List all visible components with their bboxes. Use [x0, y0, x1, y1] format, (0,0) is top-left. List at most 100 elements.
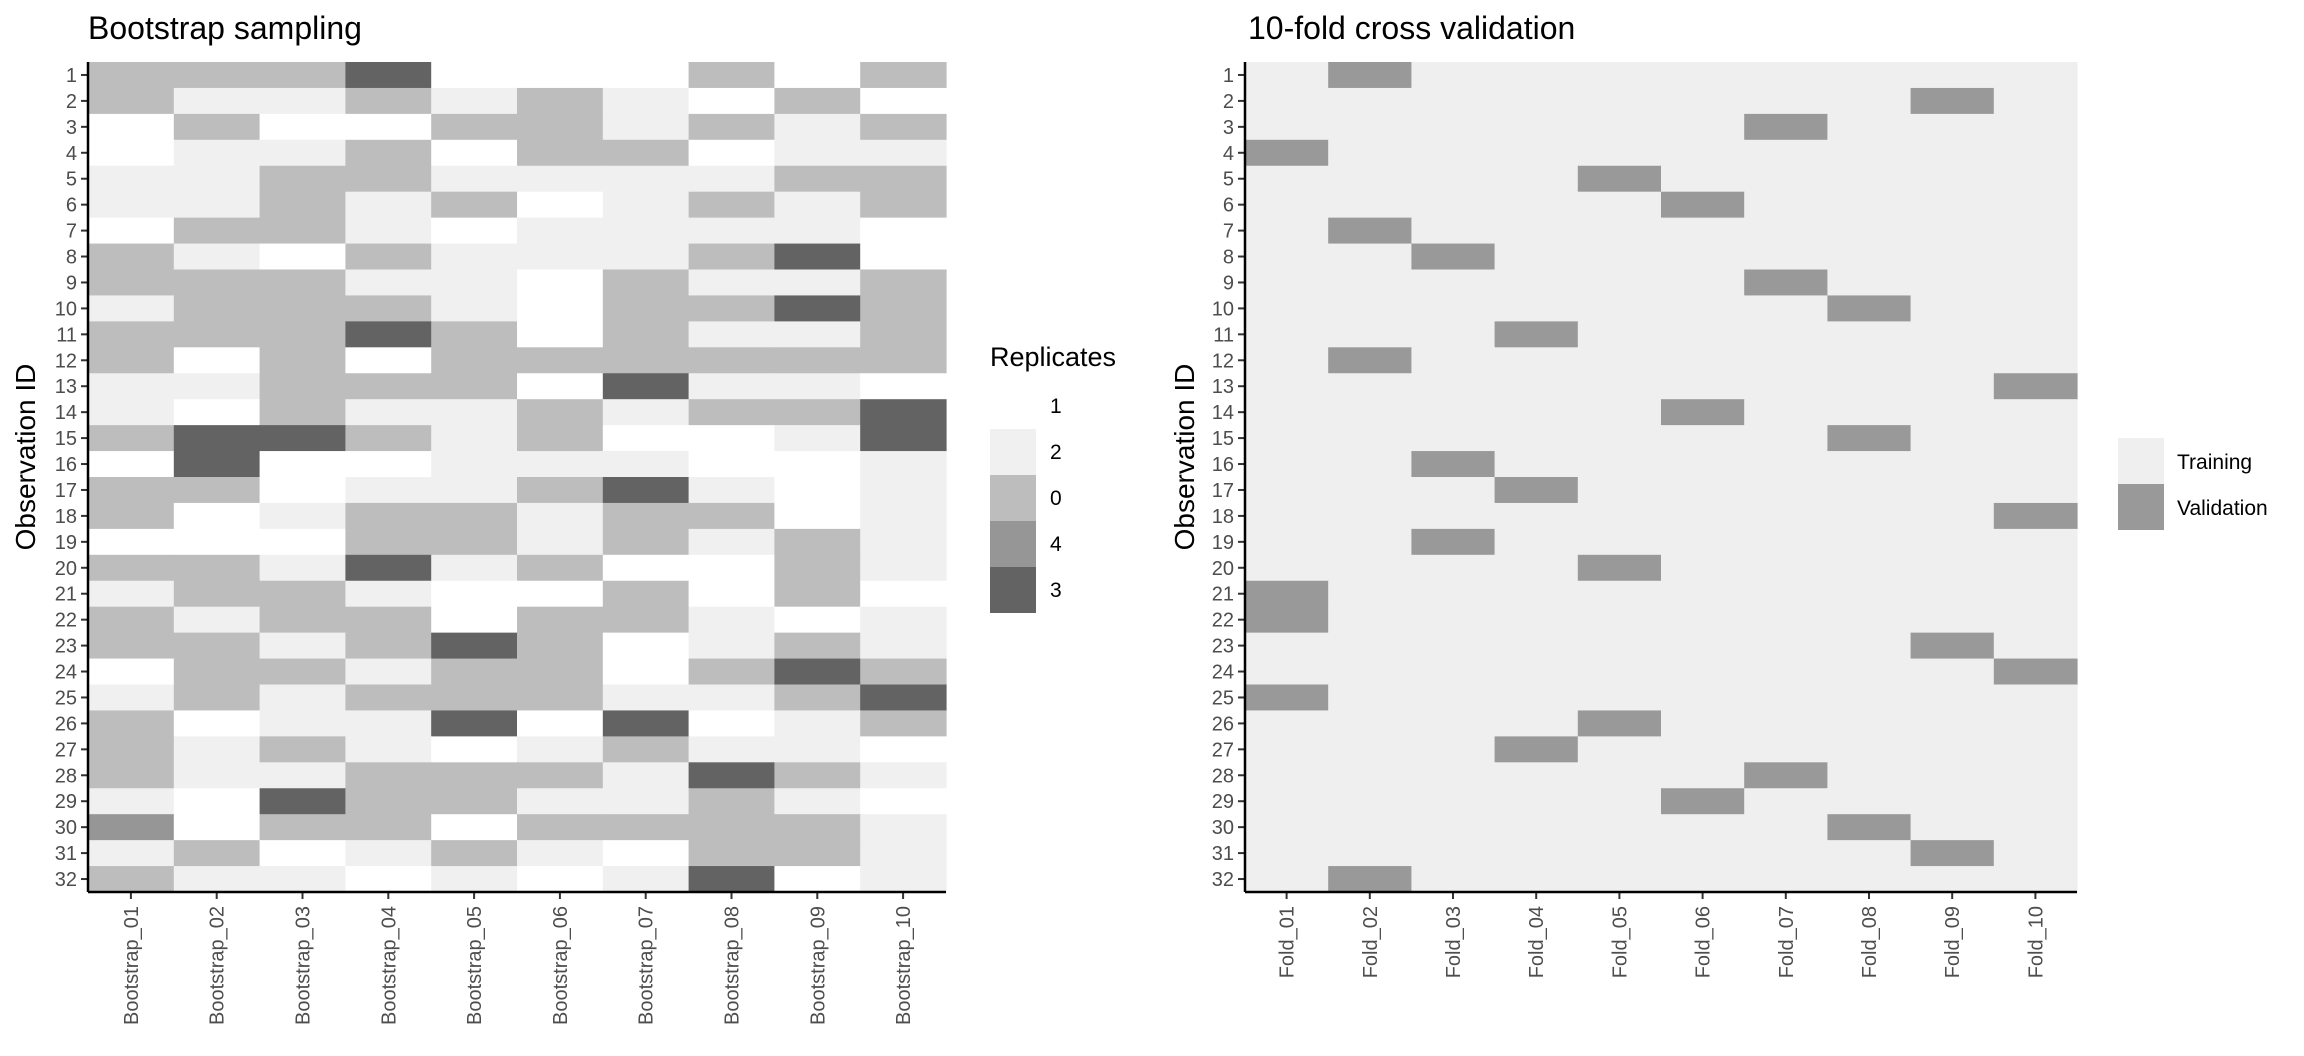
- cv-cell: [1245, 606, 1329, 634]
- bootstrap-cell: [259, 580, 346, 608]
- cv-cell: [1577, 399, 1662, 426]
- bootstrap-cell: [602, 528, 690, 556]
- bootstrap-cell: [602, 243, 690, 271]
- cv-cell: [1993, 606, 2078, 634]
- cv-cell: [1910, 399, 1995, 426]
- bootstrap-cell: [602, 736, 690, 763]
- bootstrap-cell: [88, 736, 175, 763]
- bootstrap-cell: [602, 814, 690, 841]
- bootstrap-cell: [860, 373, 947, 400]
- cv-y-axis-title: Observation ID: [1169, 364, 1200, 551]
- cv-x-tick-label: Fold_01: [1277, 906, 1299, 978]
- bootstrap-cell: [602, 762, 690, 789]
- cv-cell: [1245, 736, 1329, 763]
- cv-cell: [1661, 269, 1745, 297]
- bootstrap-cell: [345, 373, 432, 400]
- bootstrap-cell: [345, 295, 432, 322]
- bootstrap-y-tick-label: 23: [55, 636, 77, 658]
- cv-cell: [1827, 814, 1912, 841]
- bootstrap-y-tick-label: 25: [55, 687, 77, 709]
- bootstrap-cell: [259, 814, 346, 841]
- cv-cell: [1245, 62, 1329, 89]
- cv-cell: [1245, 191, 1329, 219]
- bootstrap-cell: [860, 632, 947, 660]
- bootstrap-cell: [517, 451, 604, 478]
- cv-cell: [1411, 269, 1496, 297]
- cv-cell: [1661, 62, 1745, 89]
- cv-cell: [1827, 87, 1912, 115]
- bootstrap-cell: [259, 62, 346, 89]
- bootstrap-cell: [774, 736, 861, 763]
- cv-legend-key: [2118, 484, 2164, 530]
- cv-cell: [1245, 554, 1329, 582]
- cv-cell: [1993, 321, 2078, 348]
- cv-cell: [1661, 684, 1745, 712]
- bootstrap-cell: [774, 87, 861, 115]
- bootstrap-cell: [173, 425, 261, 452]
- cv-legend-label: Training: [2177, 451, 2252, 474]
- cv-cell: [1494, 217, 1579, 245]
- cv-cell: [1494, 425, 1579, 452]
- bootstrap-cell: [774, 762, 861, 789]
- cv-cell: [1245, 632, 1329, 660]
- cv-cell: [1245, 425, 1329, 452]
- cv-cell: [1245, 477, 1329, 504]
- bootstrap-cells: [88, 62, 947, 893]
- bootstrap-cell: [860, 658, 947, 686]
- cv-cell: [1993, 139, 2078, 167]
- bootstrap-cell: [173, 684, 261, 712]
- bootstrap-cell: [860, 425, 947, 452]
- bootstrap-x-tick-label: Bootstrap_01: [121, 906, 143, 1025]
- bootstrap-cell: [345, 321, 432, 348]
- bootstrap-cell: [602, 502, 690, 530]
- cv-cell: [1494, 347, 1579, 374]
- bootstrap-cell: [860, 269, 947, 297]
- cv-cell: [1577, 62, 1662, 89]
- cv-cell: [1577, 139, 1662, 167]
- bootstrap-cell: [688, 139, 775, 167]
- bootstrap-cell: [517, 736, 604, 763]
- bootstrap-cell: [774, 373, 861, 400]
- cv-cell: [1661, 165, 1745, 193]
- cv-cell: [1910, 62, 1995, 89]
- cv-cell: [1411, 477, 1496, 504]
- bootstrap-cell: [173, 477, 261, 504]
- bootstrap-cell: [259, 347, 346, 374]
- cv-cell: [1494, 321, 1579, 348]
- cv-cell: [1245, 347, 1329, 374]
- bootstrap-cell: [431, 528, 518, 556]
- bootstrap-cell: [345, 87, 432, 115]
- bootstrap-cell: [88, 710, 175, 737]
- cv-cell: [1494, 139, 1579, 167]
- cv-cell: [1744, 295, 1828, 322]
- bootstrap-cell: [431, 554, 518, 582]
- bootstrap-cell: [774, 347, 861, 374]
- cv-cell: [1661, 736, 1745, 763]
- bootstrap-cell: [602, 840, 690, 867]
- bootstrap-y-tick-label: 3: [66, 117, 77, 139]
- bootstrap-cell: [860, 399, 947, 426]
- cv-cell: [1411, 788, 1496, 815]
- bootstrap-cell: [173, 269, 261, 297]
- bootstrap-y-tick-label: 14: [55, 402, 77, 424]
- cv-cell: [1577, 632, 1662, 660]
- cv-cell: [1993, 451, 2078, 478]
- cv-cell: [1245, 710, 1329, 737]
- cv-cell: [1494, 658, 1579, 686]
- cv-cell: [1827, 373, 1912, 400]
- bootstrap-cell: [88, 269, 175, 297]
- bootstrap-cell: [88, 139, 175, 167]
- cv-cell: [1245, 866, 1329, 893]
- bootstrap-cell: [688, 580, 775, 608]
- cv-cell: [1328, 269, 1412, 297]
- bootstrap-cell: [88, 814, 175, 841]
- bootstrap-cell: [517, 139, 604, 167]
- cv-y-tick-label: 4: [1223, 143, 1234, 165]
- cv-cell: [1328, 347, 1412, 374]
- bootstrap-cell: [431, 217, 518, 245]
- bootstrap-cell: [602, 373, 690, 400]
- cv-cell: [1661, 502, 1745, 530]
- cv-cell: [1494, 295, 1579, 322]
- cv-y-tick-label: 32: [1212, 869, 1234, 891]
- bootstrap-cell: [860, 814, 947, 841]
